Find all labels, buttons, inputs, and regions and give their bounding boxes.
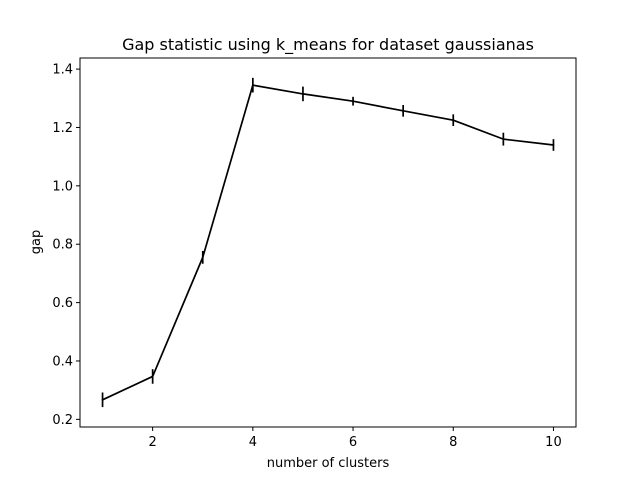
plot-area bbox=[80, 58, 576, 427]
x-axis-ticks: 2 4 6 8 10 bbox=[149, 427, 562, 450]
x-tick-label-6: 6 bbox=[349, 435, 357, 450]
y-axis-ticks: 0.2 0.4 0.6 0.8 1.0 1.2 1.4 bbox=[52, 63, 80, 428]
series-line-0 bbox=[102, 84, 554, 401]
y-tick-label-1.4: 1.4 bbox=[52, 63, 73, 78]
x-axis-label: number of clusters bbox=[267, 456, 390, 471]
data-point-3 bbox=[201, 256, 204, 259]
x-tick-label-8: 8 bbox=[449, 435, 457, 450]
y-tick-label-1.2: 1.2 bbox=[52, 121, 73, 136]
plot-frame bbox=[79, 57, 577, 428]
y-tick-label-0.8: 0.8 bbox=[52, 238, 73, 253]
data-point-5 bbox=[302, 93, 304, 95]
data-point-1 bbox=[101, 398, 104, 401]
x-tick-label-2: 2 bbox=[149, 435, 157, 450]
data-point-4 bbox=[251, 84, 254, 87]
chart-marks bbox=[101, 77, 555, 408]
data-point-7 bbox=[402, 109, 405, 112]
y-tick-label-0.6: 0.6 bbox=[52, 296, 73, 311]
chart-title: Gap statistic using k_means for dataset … bbox=[122, 35, 534, 55]
data-point-8 bbox=[452, 119, 455, 122]
data-point-6 bbox=[352, 100, 354, 103]
y-axis-label: gap bbox=[29, 230, 44, 254]
data-point-10 bbox=[552, 144, 555, 146]
x-tick-label-4: 4 bbox=[249, 435, 257, 450]
y-tick-label-0.2: 0.2 bbox=[52, 413, 73, 428]
y-tick-label-0.4: 0.4 bbox=[52, 354, 73, 369]
y-tick-label-1.0: 1.0 bbox=[52, 179, 73, 194]
data-point-2 bbox=[151, 375, 154, 378]
x-tick-label-10: 10 bbox=[545, 435, 562, 450]
data-point-9 bbox=[502, 138, 505, 141]
